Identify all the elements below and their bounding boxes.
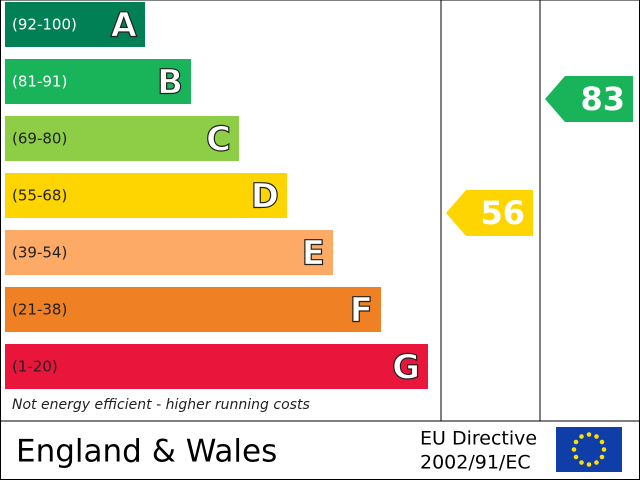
flag-star [599,439,605,445]
flag-star [573,454,579,460]
rating-arrow [545,76,633,122]
footnote: Not energy efficient - higher running co… [12,397,310,413]
band-bar [5,287,381,332]
rating-value: 83 [580,80,625,118]
region: England & Wales [16,434,277,470]
band-letter: F [350,291,373,331]
band-bar [5,59,191,104]
band-bar [5,116,239,161]
band-range: (69-80) [12,130,67,148]
band-range: (39-54) [12,244,67,262]
directive: 2002/91/EC [420,452,531,474]
flag-stars [571,432,607,467]
rating-value: 56 [480,194,525,232]
band-range: (21-38) [12,301,67,319]
band-range: (1-20) [12,358,58,376]
band-letter: D [251,177,279,217]
flag-star [599,454,605,460]
flag-star [571,447,577,452]
band-letter: A [111,6,138,46]
band-range: (55-68) [12,187,67,205]
band-letter: B [157,63,183,103]
flag-star [586,462,592,467]
band-bar [5,344,428,389]
band-letter: G [392,348,420,388]
flag-star [594,460,599,465]
eu-flag [556,427,622,472]
flag-star [573,439,579,445]
band-bar [5,230,333,275]
band-bar [5,173,287,218]
flag-star [579,460,584,465]
band-range: (92-100) [12,16,77,34]
directive: EU Directive [420,428,537,450]
band-letter: E [302,234,325,274]
band-bar [5,2,145,47]
rating-arrow [446,190,533,236]
flag-star [586,432,592,437]
band-letter: C [206,120,231,160]
band-range: (81-91) [12,73,67,91]
flag-star [601,447,607,452]
flag-star [579,434,584,439]
flag-star [594,434,599,439]
